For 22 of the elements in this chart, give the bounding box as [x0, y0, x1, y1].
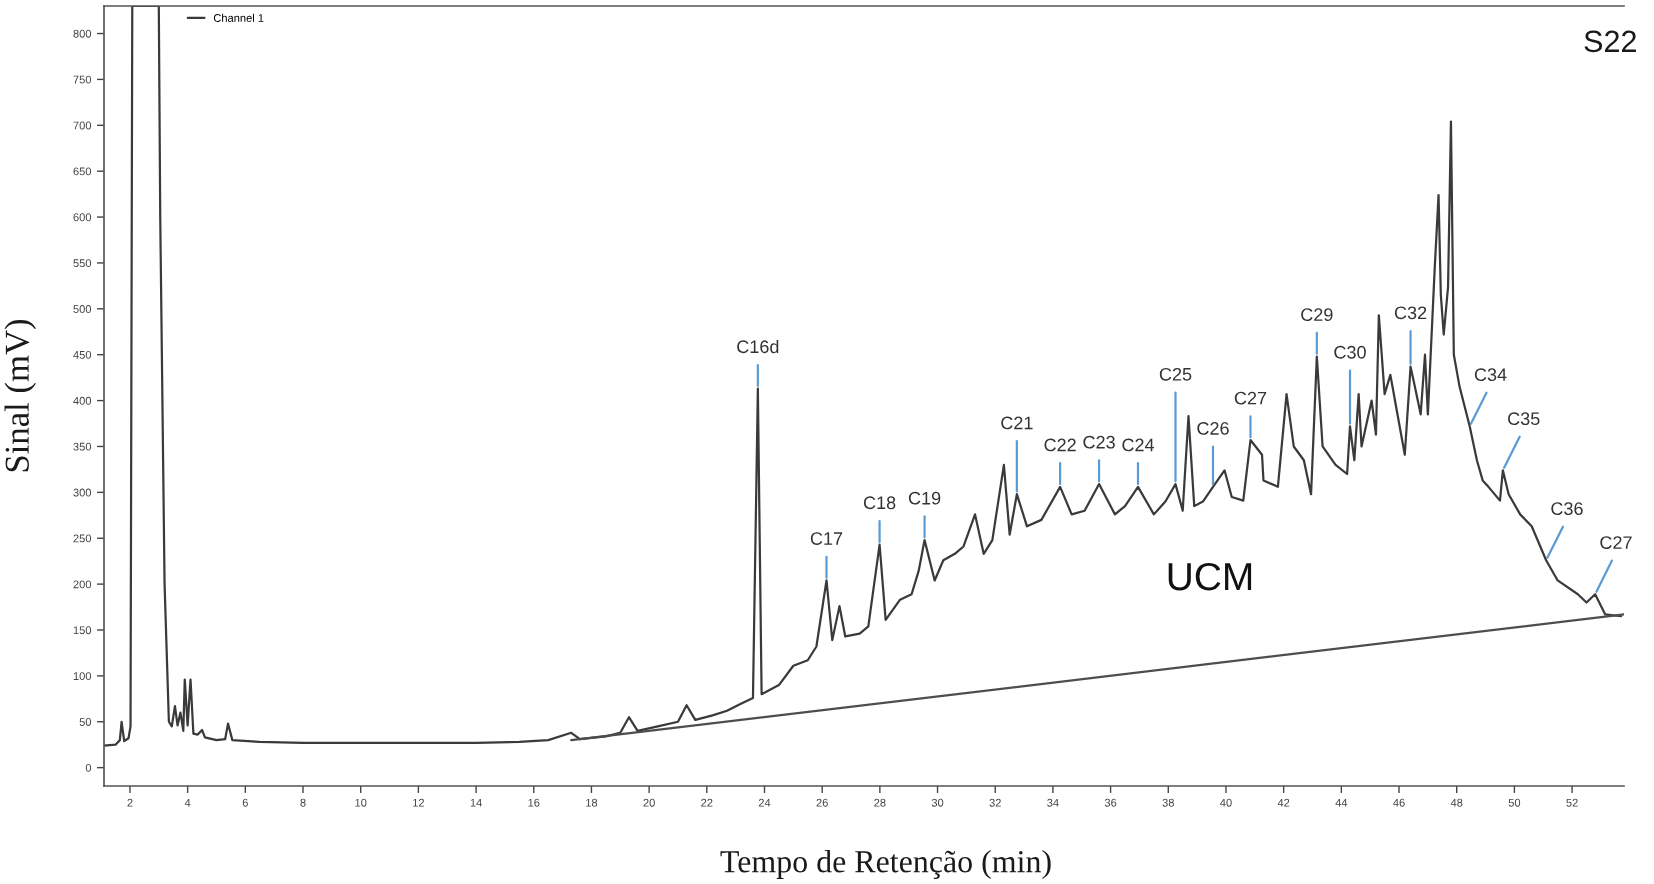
annotation: C30 [1334, 345, 1366, 359]
annotation: C35 [1508, 412, 1540, 426]
annotation: UCM [1168, 562, 1252, 591]
annotation: C24 [1122, 438, 1155, 452]
annotation: C27 [1234, 391, 1267, 405]
x-axis-title: Tempo de Retenção (min) [720, 850, 1051, 879]
annotation: C19 [908, 491, 941, 505]
annotation: C27 [1600, 536, 1632, 549]
annotation: C29 [1301, 308, 1333, 322]
annotation: C34 [1474, 368, 1507, 382]
annotation: C36 [1551, 502, 1583, 516]
annotation: C22 [1044, 438, 1076, 452]
annotation: C25 [1159, 367, 1192, 381]
annotation: C17 [810, 532, 843, 545]
annotation: C23 [1083, 435, 1115, 449]
annotation: C18 [863, 496, 896, 510]
y-axis-title: Sinal (mV) [4, 319, 36, 472]
text: S22 [1584, 30, 1636, 53]
annotation: C21 [1001, 416, 1033, 430]
annotation: C26 [1197, 422, 1229, 435]
annotation: C32 [1394, 306, 1427, 320]
annotation: C16d [737, 339, 779, 354]
